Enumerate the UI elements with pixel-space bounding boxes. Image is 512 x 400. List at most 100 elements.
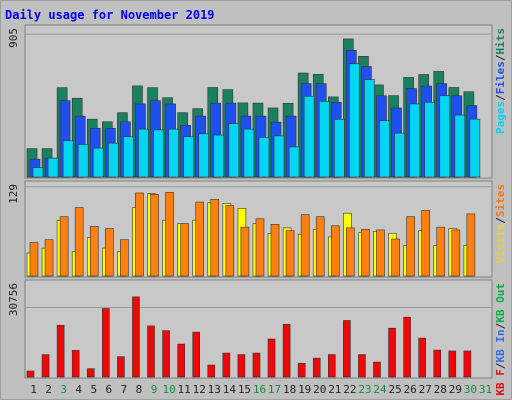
bar-middle-sites-16 bbox=[255, 218, 265, 277]
bar-top-pages-20 bbox=[318, 101, 330, 178]
bar-top-pages-19 bbox=[303, 95, 315, 178]
bar-top-pages-30 bbox=[469, 118, 481, 178]
x-tick-label-18: 18 bbox=[283, 383, 296, 396]
x-tick-label-15: 15 bbox=[238, 383, 251, 396]
bar-bottom-kb-f-4 bbox=[71, 350, 80, 378]
bar-top-pages-21 bbox=[333, 119, 345, 178]
bar-middle-sites-9 bbox=[150, 194, 159, 277]
bar-top-pages-27 bbox=[424, 101, 435, 178]
bar-middle-sites-17 bbox=[270, 224, 280, 277]
bar-top-pages-17 bbox=[273, 135, 285, 178]
bar-bottom-kb-f-16 bbox=[252, 352, 261, 378]
bar-bottom-kb-f-14 bbox=[222, 352, 231, 378]
bar-middle-sites-29 bbox=[451, 229, 461, 277]
bar-middle-sites-13 bbox=[210, 198, 220, 277]
bar-bottom-kb-f-27 bbox=[418, 337, 426, 378]
x-tick-label-3: 3 bbox=[60, 383, 67, 396]
bar-top-pages-28 bbox=[439, 95, 451, 178]
x-tick-label-21: 21 bbox=[328, 383, 341, 396]
legend-item-top-1: / bbox=[494, 94, 507, 101]
bar-middle-sites-10 bbox=[165, 191, 174, 277]
bar-middle-sites-25 bbox=[391, 238, 400, 277]
bar-middle-sites-20 bbox=[315, 216, 325, 277]
bar-top-pages-3 bbox=[62, 140, 74, 178]
bar-top-pages-2 bbox=[47, 157, 59, 178]
x-tick-label-9: 9 bbox=[151, 383, 158, 396]
legend-bottom: KB F/KB In/KB Out bbox=[494, 283, 507, 396]
bar-bottom-kb-f-23 bbox=[358, 354, 366, 378]
legend-item-bottom-1: / bbox=[494, 362, 507, 369]
ymax-label-top: 905 bbox=[7, 28, 20, 48]
bar-bottom-kb-f-5 bbox=[86, 368, 95, 378]
bar-top-pages-6 bbox=[108, 142, 119, 178]
bar-top-pages-16 bbox=[258, 137, 270, 178]
bar-middle-sites-14 bbox=[225, 205, 235, 277]
bar-bottom-kb-f-8 bbox=[132, 296, 140, 378]
x-tick-label-28: 28 bbox=[434, 383, 447, 396]
legend-item-middle-1: / bbox=[494, 217, 507, 224]
x-tick-label-24: 24 bbox=[373, 383, 387, 396]
bar-bottom-kb-f-21 bbox=[327, 354, 336, 378]
bar-bottom-kb-f-18 bbox=[282, 324, 291, 378]
legend-top: Pages/Files/Hits bbox=[494, 28, 507, 134]
panel-middle: 129 Visits/Sites bbox=[7, 180, 507, 278]
bar-middle-sites-8 bbox=[135, 192, 144, 277]
bar-top-pages-10 bbox=[168, 128, 179, 178]
legend-item-middle-0: Visits bbox=[494, 224, 507, 264]
bar-top-pages-26 bbox=[409, 103, 420, 178]
bar-top-pages-12 bbox=[198, 133, 210, 178]
bar-bottom-kb-f-15 bbox=[237, 354, 246, 378]
bar-bottom-kb-f-2 bbox=[41, 354, 50, 378]
bar-top-pages-18 bbox=[288, 146, 300, 178]
x-tick-label-4: 4 bbox=[75, 383, 82, 396]
bar-bottom-kb-f-29 bbox=[448, 350, 457, 378]
bar-top-pages-8 bbox=[138, 128, 149, 178]
legend-item-bottom-2: KB In bbox=[494, 329, 507, 362]
bar-bottom-kb-f-22 bbox=[343, 320, 351, 378]
ymax-label-bottom: 30756 bbox=[7, 283, 20, 316]
chart-title: Daily usage for November 2019 bbox=[5, 8, 215, 22]
x-tick-label-7: 7 bbox=[121, 383, 128, 396]
x-tick-label-16: 16 bbox=[253, 383, 266, 396]
bar-middle-sites-18 bbox=[285, 230, 295, 277]
x-tick-label-29: 29 bbox=[449, 383, 462, 396]
x-tick-label-11: 11 bbox=[178, 383, 191, 396]
bar-bottom-kb-f-26 bbox=[403, 316, 411, 378]
bar-bottom-kb-f-20 bbox=[312, 357, 321, 378]
bar-bottom-kb-f-3 bbox=[56, 324, 65, 378]
x-tick-label-10: 10 bbox=[162, 383, 175, 396]
bar-top-pages-29 bbox=[454, 114, 466, 178]
bar-top-pages-5 bbox=[92, 147, 104, 178]
bar-middle-sites-1 bbox=[29, 242, 39, 277]
legend-item-top-0: Pages bbox=[494, 101, 507, 134]
bar-middle-sites-26 bbox=[406, 216, 415, 277]
bar-middle-sites-6 bbox=[105, 228, 114, 277]
bar-bottom-kb-f-30 bbox=[463, 350, 472, 378]
bar-middle-sites-2 bbox=[44, 239, 54, 277]
bar-bottom-kb-f-19 bbox=[297, 362, 306, 378]
bar-top-pages-14 bbox=[228, 123, 240, 178]
legend-item-bottom-4: KB Out bbox=[494, 283, 507, 323]
bar-bottom-kb-f-1 bbox=[26, 370, 35, 378]
bar-middle-sites-30 bbox=[466, 213, 476, 277]
x-tick-label-1: 1 bbox=[30, 383, 37, 396]
bar-bottom-kb-f-12 bbox=[192, 331, 201, 378]
bar-middle-sites-28 bbox=[436, 226, 446, 277]
bar-top-pages-4 bbox=[77, 144, 89, 178]
bar-middle-sites-5 bbox=[89, 226, 99, 277]
bar-top-pages-7 bbox=[123, 136, 134, 178]
bar-top-pages-15 bbox=[243, 128, 255, 178]
bar-top-pages-23 bbox=[364, 79, 375, 178]
bar-top-pages-22 bbox=[349, 63, 360, 178]
x-tick-label-8: 8 bbox=[136, 383, 143, 396]
x-tick-label-23: 23 bbox=[358, 383, 371, 396]
bar-bottom-kb-f-28 bbox=[433, 349, 442, 378]
x-tick-label-22: 22 bbox=[343, 383, 356, 396]
bar-middle-sites-21 bbox=[330, 225, 340, 277]
bar-top-pages-11 bbox=[183, 136, 194, 178]
bar-top-pages-25 bbox=[394, 132, 405, 178]
bar-middle-sites-12 bbox=[195, 201, 205, 277]
legend-item-top-4: Hits bbox=[494, 28, 507, 55]
